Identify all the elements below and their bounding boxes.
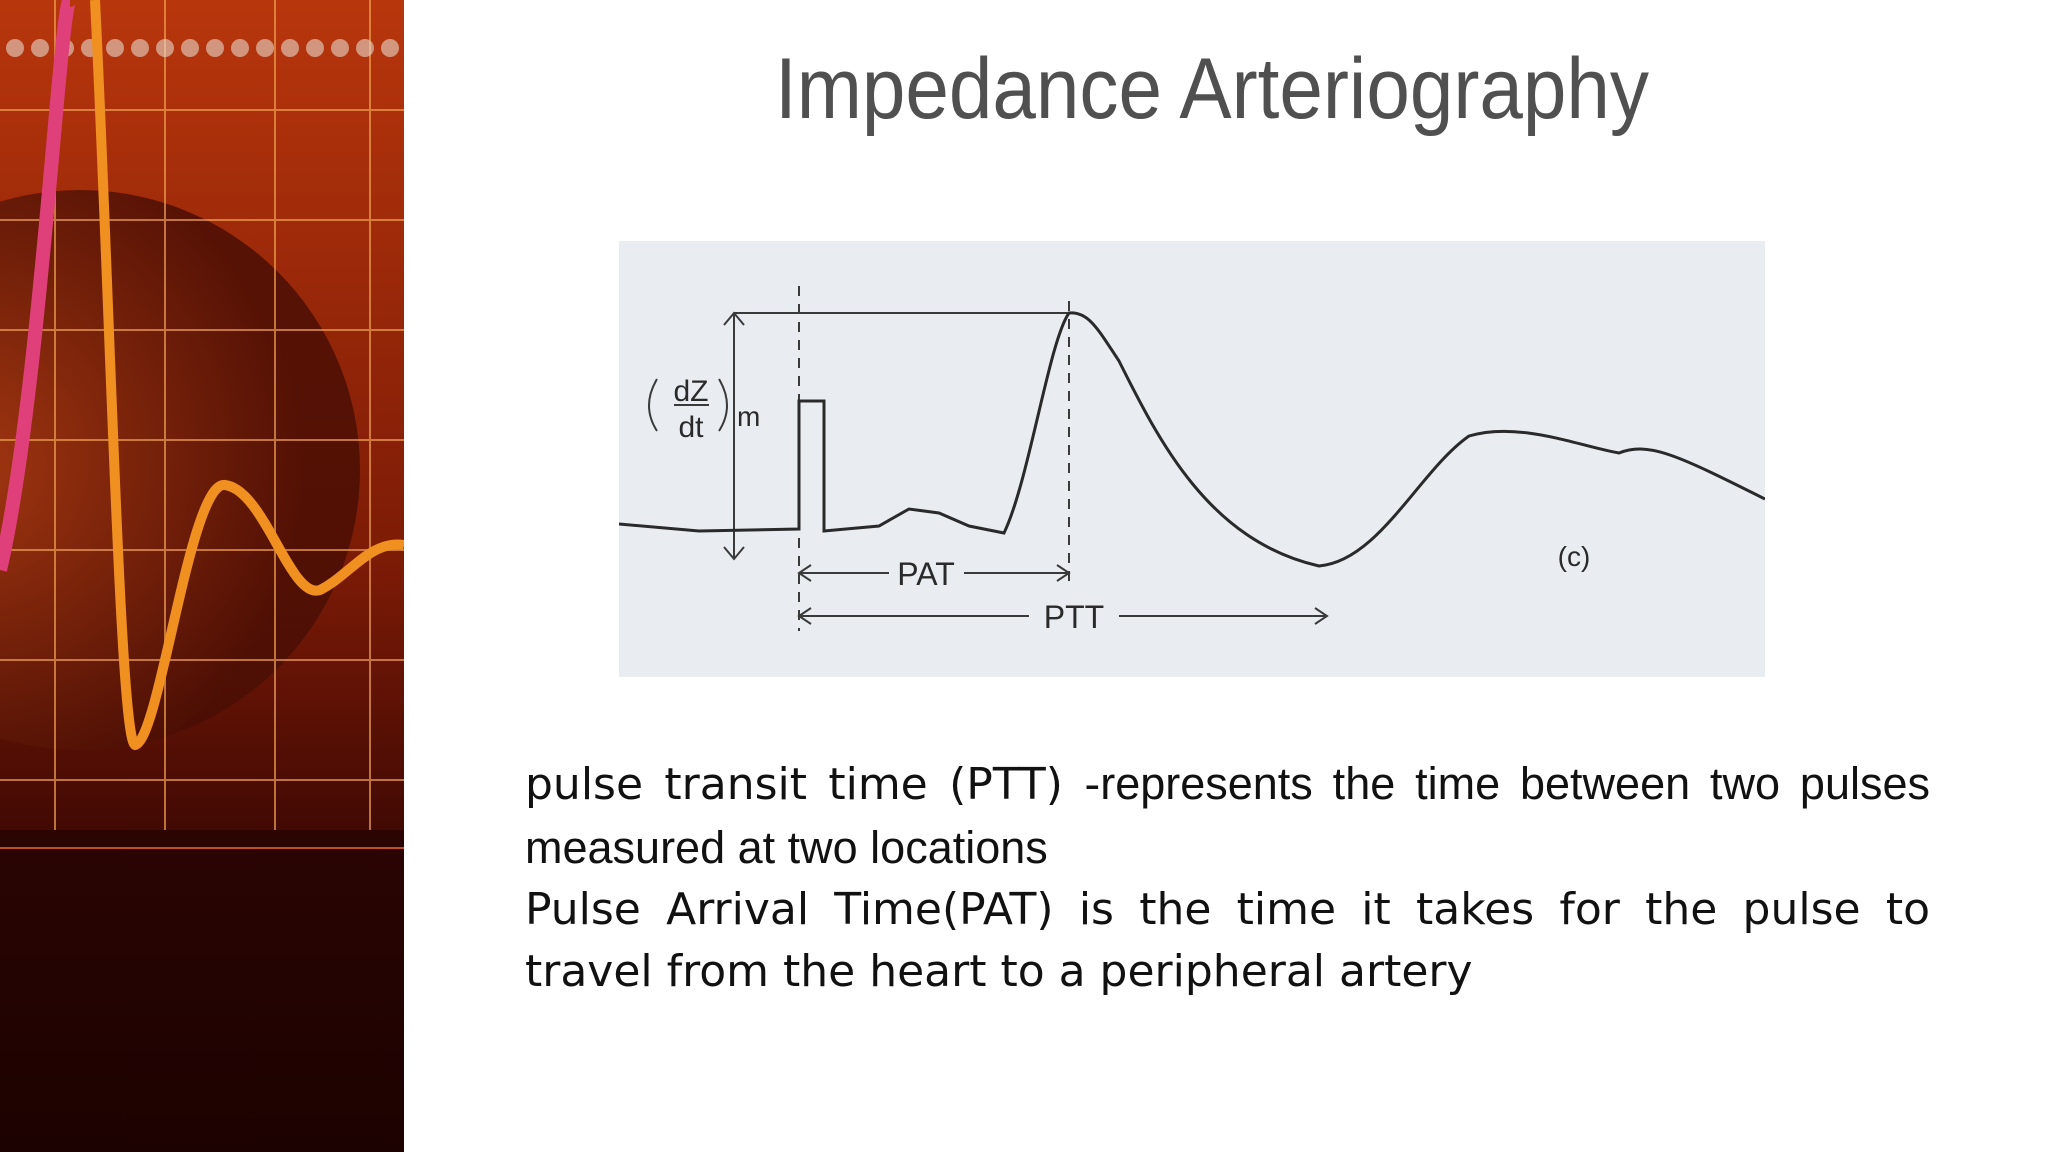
text-run: represents the time between two pulses m… bbox=[525, 758, 1930, 873]
label-numerator: dZ bbox=[673, 375, 708, 408]
text-run: pulse transit time (PTT) - bbox=[525, 759, 1101, 810]
text-run: Pulse Arrival Time(PAT) is the time it t… bbox=[525, 884, 1930, 997]
title-area: Impedance Arteriography bbox=[775, 41, 1649, 137]
label-subscript: m bbox=[737, 401, 760, 432]
body-text: pulse transit time (PTT) -represents the… bbox=[525, 752, 1930, 1003]
label-denominator: dt bbox=[678, 411, 704, 444]
paragraph: pulse transit time (PTT) -represents the… bbox=[525, 752, 1930, 879]
waveform-figure: dZ dt m PAT PTT (c) bbox=[619, 241, 1765, 677]
label-panel: (c) bbox=[1558, 541, 1591, 572]
label-pat: PAT bbox=[897, 556, 954, 592]
waveform bbox=[619, 311, 1765, 568]
decorative-panel bbox=[0, 0, 404, 1152]
figure-background bbox=[619, 241, 1765, 677]
label-ptt: PTT bbox=[1044, 599, 1104, 635]
slide-title: Impedance Arteriography bbox=[775, 41, 1649, 137]
paragraph: Pulse Arrival Time(PAT) is the time it t… bbox=[525, 879, 1930, 1003]
figure-annotations bbox=[648, 286, 1329, 631]
